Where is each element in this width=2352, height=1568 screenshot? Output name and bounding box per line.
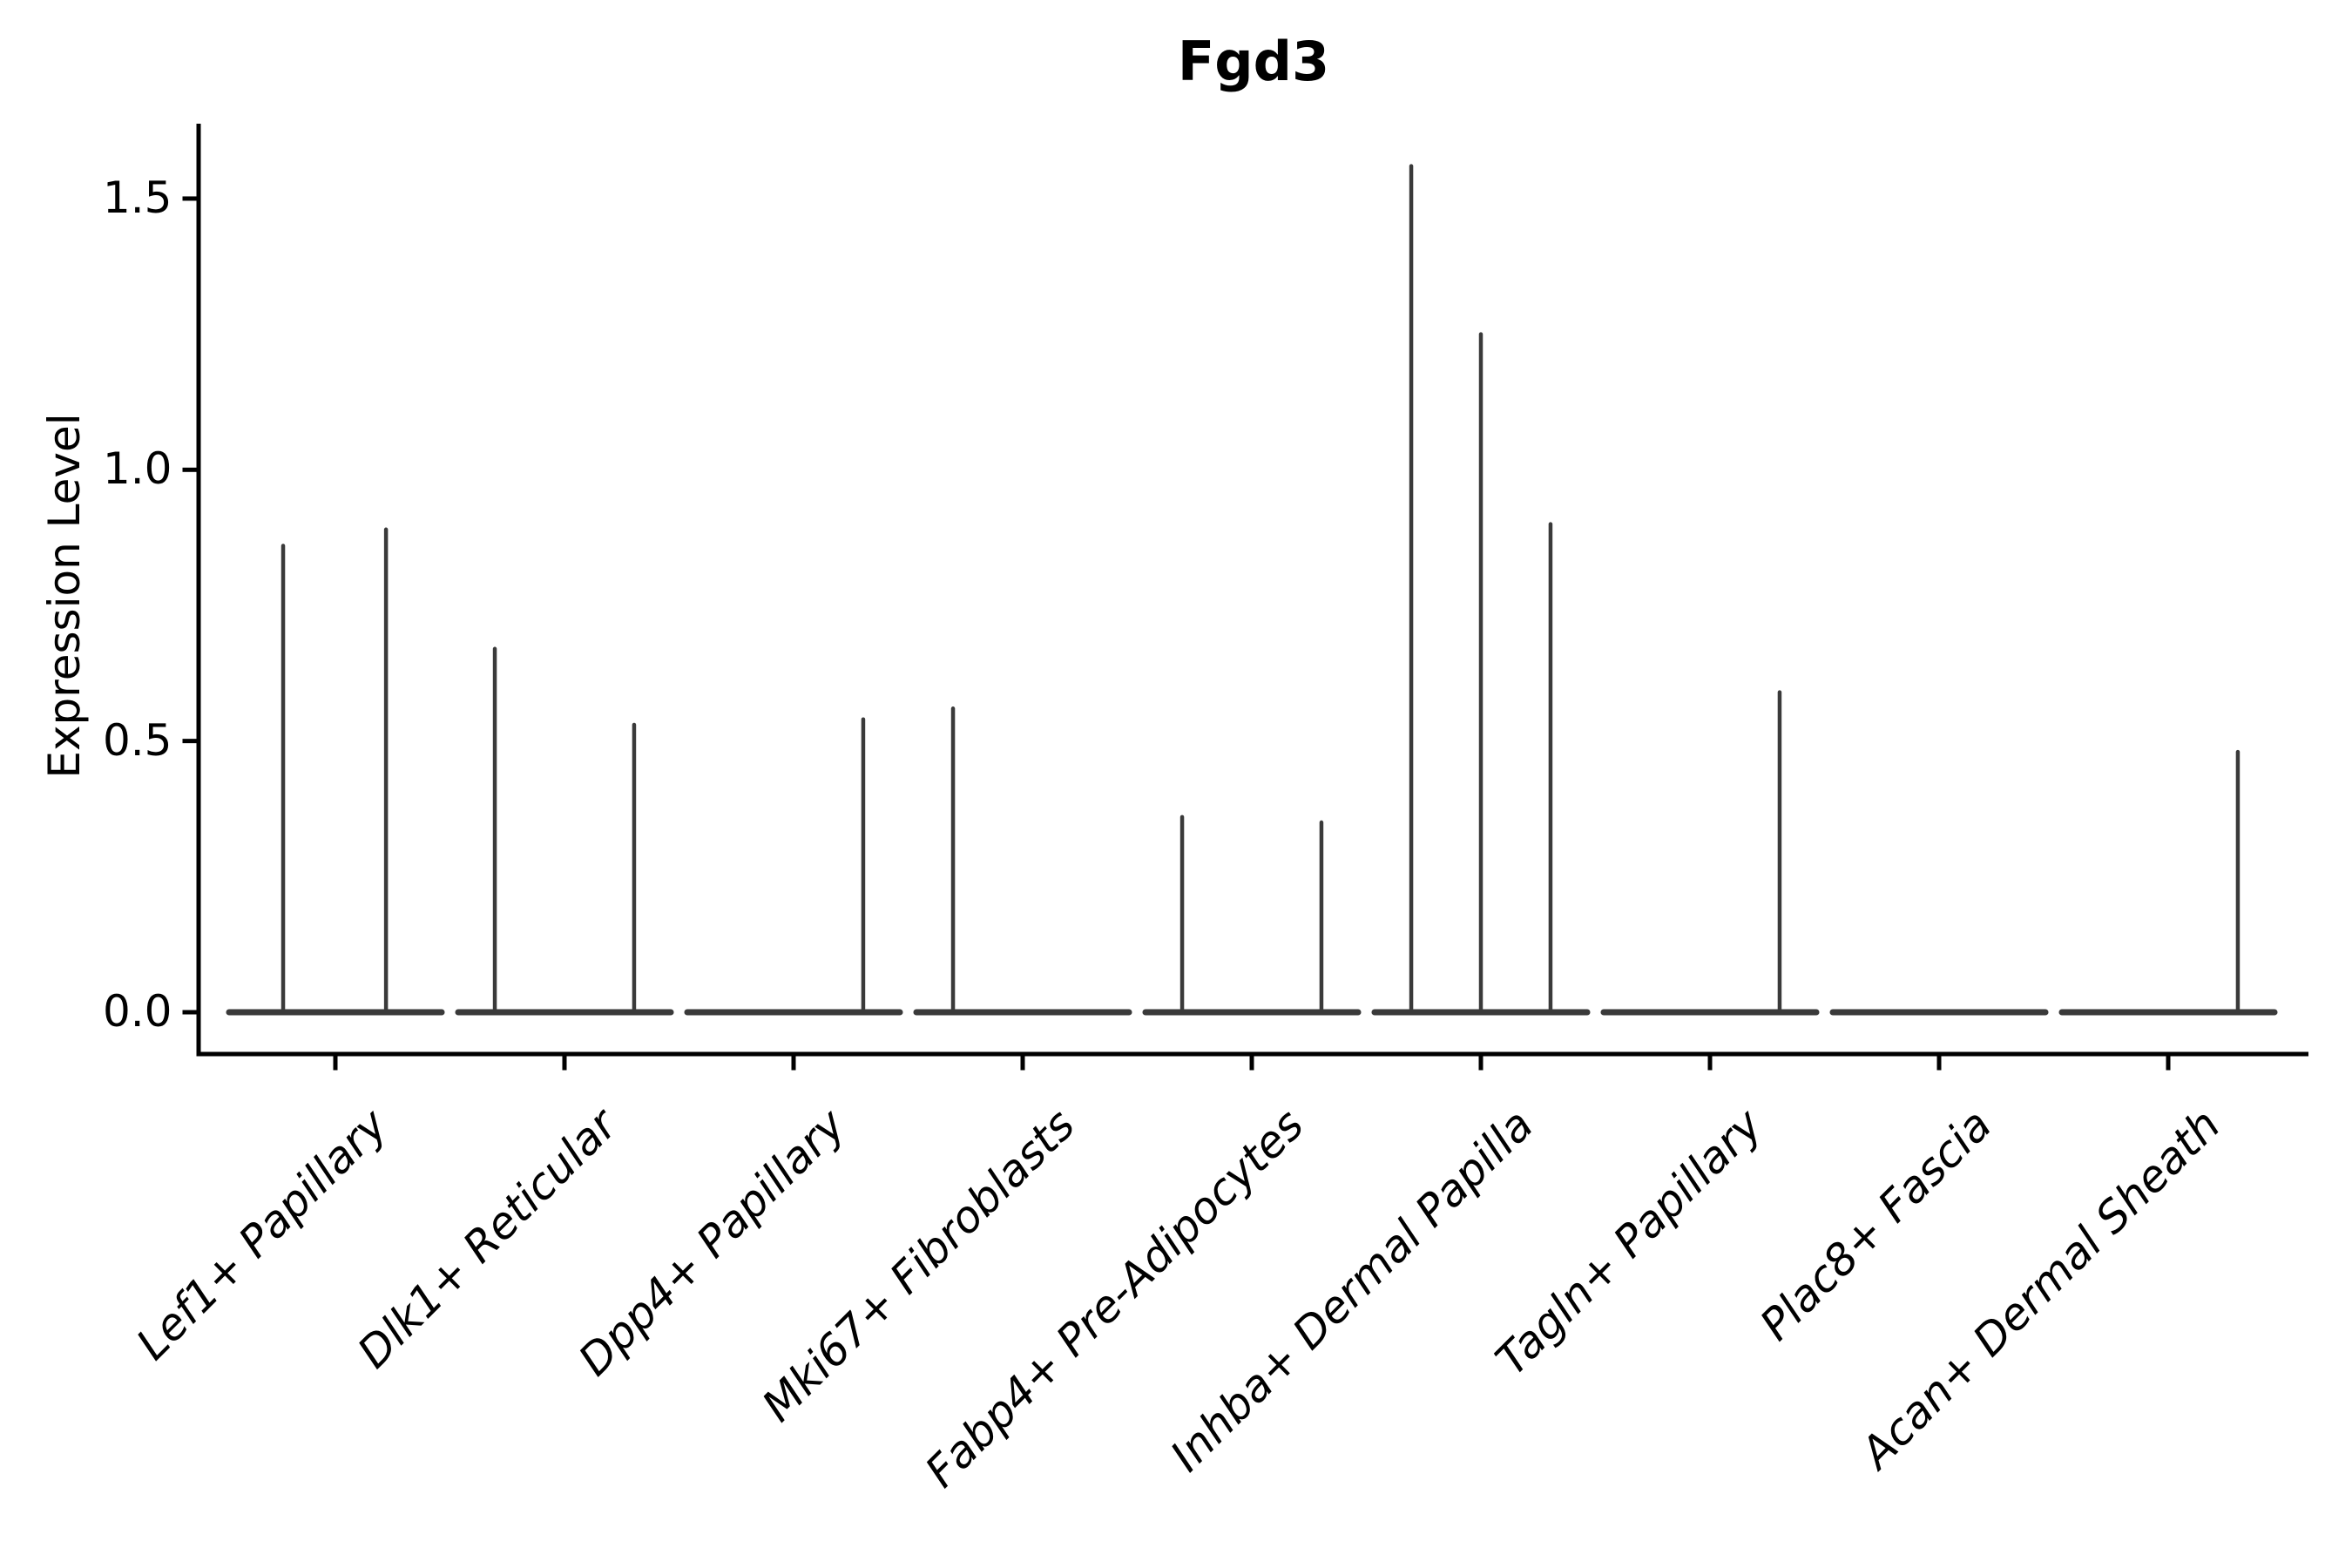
plot-title: Fgd3 — [1177, 30, 1330, 93]
y-tick-label: 0.5 — [102, 714, 172, 766]
y-tick-label: 1.0 — [102, 443, 172, 495]
y-tick-label: 1.5 — [102, 172, 172, 223]
y-tick-label: 0.0 — [102, 985, 172, 1037]
